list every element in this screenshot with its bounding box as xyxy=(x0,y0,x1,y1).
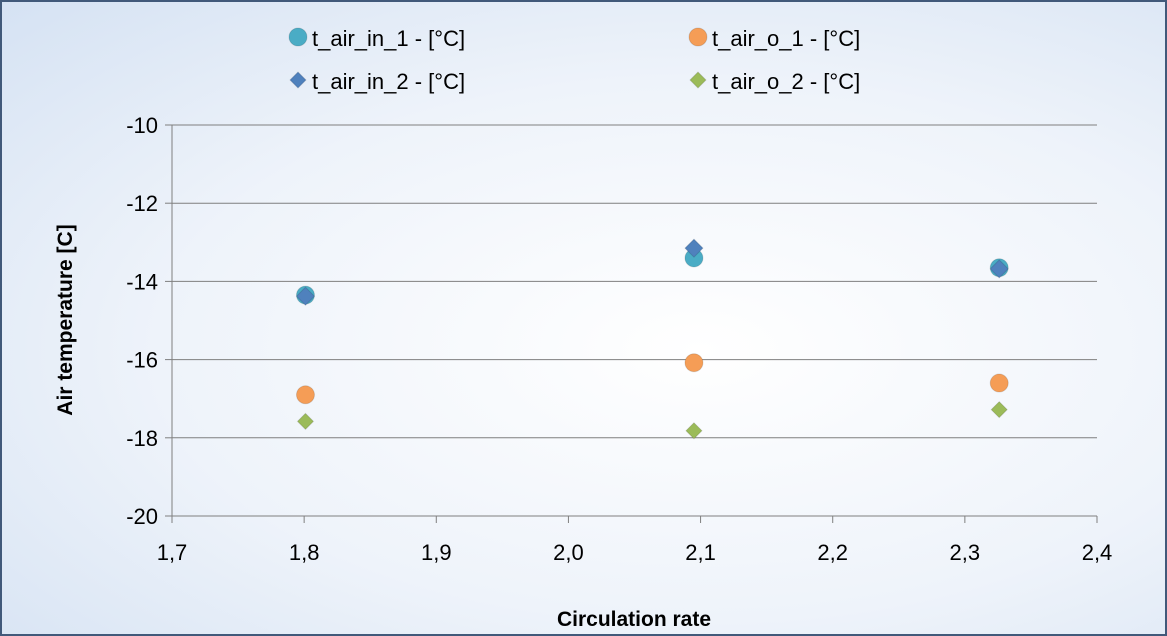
data-point xyxy=(295,385,315,405)
data-point xyxy=(990,400,1008,419)
data-point xyxy=(295,286,316,306)
x-tick-label: 2,4 xyxy=(1082,540,1113,565)
x-tick-label: 2,3 xyxy=(950,540,981,565)
legend-label: t_air_in_2 - [°C] xyxy=(312,69,465,94)
legend: t_air_in_1 - [°C] t_air_o_1 - [°C] t_air_i… xyxy=(288,26,860,94)
data-point xyxy=(989,259,1009,279)
data-point xyxy=(685,422,703,440)
x-tick-label: 1,9 xyxy=(421,540,452,565)
x-tick-label: 2,2 xyxy=(817,540,848,565)
legend-label: t_air_o_1 - [°C] xyxy=(712,26,860,51)
x-tick-label: 1,8 xyxy=(289,540,320,565)
legend-marker xyxy=(289,71,307,89)
legend-marker xyxy=(689,71,707,89)
x-tick-label: 2,1 xyxy=(685,540,716,565)
y-tick-label: -16 xyxy=(126,348,158,373)
legend-marker xyxy=(288,27,308,47)
data-point xyxy=(684,353,704,373)
y-tick-label: -18 xyxy=(126,426,158,451)
legend-label: t_air_o_2 - [°C] xyxy=(712,69,860,94)
tick-labels: -10 -12 -14 -16 -18 -20 1,7 1,8 1,9 2,0 2,1 2,2 2,3 2… xyxy=(126,113,1112,565)
x-axis-title: Circulation rate xyxy=(557,608,711,631)
y-axis-title: Air temperature [C] xyxy=(54,224,77,415)
data-point xyxy=(989,373,1009,393)
axes xyxy=(165,124,1098,523)
legend-marker xyxy=(688,27,708,47)
data-point xyxy=(684,238,704,258)
y-tick-label: -10 xyxy=(126,113,158,138)
data-points xyxy=(295,238,1009,440)
y-tick-label: -14 xyxy=(126,269,158,294)
y-tick-label: -20 xyxy=(126,504,158,529)
y-tick-label: -12 xyxy=(126,191,158,216)
x-tick-label: 1,7 xyxy=(157,540,188,565)
data-point xyxy=(296,412,315,431)
x-tick-label: 2,0 xyxy=(553,540,584,565)
legend-label: t_air_in_1 - [°C] xyxy=(312,26,465,51)
grid-lines xyxy=(172,124,1097,517)
